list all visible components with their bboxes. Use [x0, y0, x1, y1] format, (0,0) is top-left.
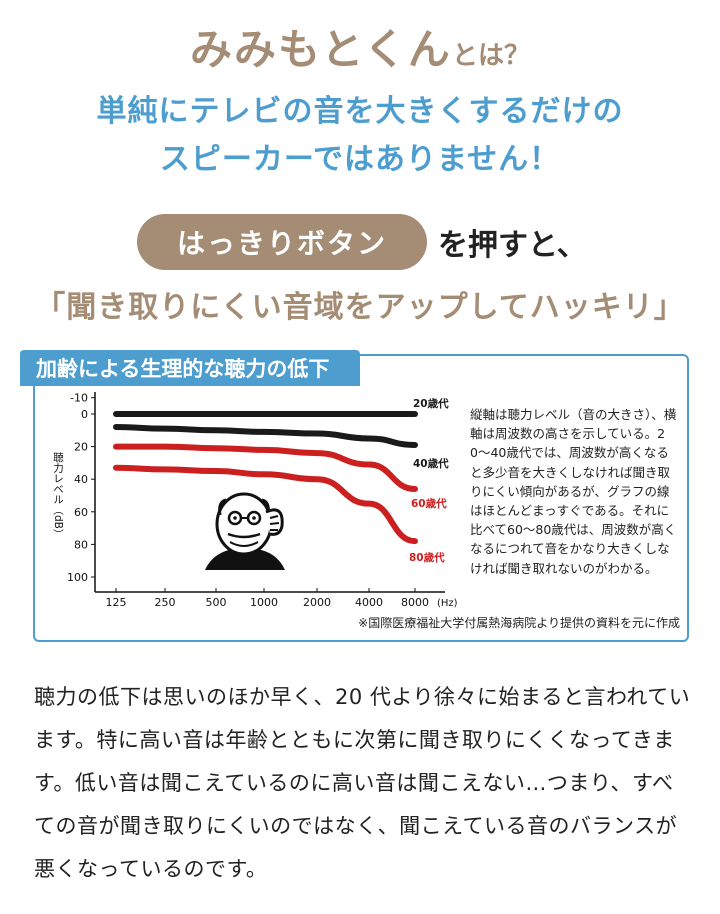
series-label: 40歳代 — [413, 457, 449, 470]
series-line-80歳代 — [113, 464, 418, 545]
tagline: 「聞き取りにくい音域をアップしてハッキリ」 — [35, 290, 685, 325]
chart-panel-title: 加齢による生理的な聴力の低下 — [20, 350, 360, 386]
body-paragraph: 聴力の低下は思いのほか早く、20 代より徐々に始まると言われています。特に高い音… — [34, 685, 691, 881]
x-tick-label: 250 — [155, 596, 176, 609]
page-title: みみもとくんとは？ — [0, 16, 720, 77]
x-tick-label: 1000 — [250, 596, 278, 609]
button-row: はっきりボタン を押すと、 — [0, 214, 720, 274]
series-line-60歳代 — [113, 443, 418, 492]
chart-note: 縦軸は聴力レベル（音の大きさ）、横軸は周波数の高さを示している。20〜40歳代で… — [470, 407, 677, 576]
button-row-suffix: を押すと、 — [438, 228, 587, 263]
series-label: 60歳代 — [411, 497, 447, 510]
elderly-man-cupping-ear-icon — [205, 492, 285, 570]
x-tick-label: 125 — [106, 596, 127, 609]
series-label: 20歳代 — [413, 397, 449, 410]
x-tick-label: 4000 — [355, 596, 383, 609]
y-tick-label: -10 — [70, 392, 88, 405]
x-tick-label: 8000 — [401, 596, 429, 609]
subtitle: 単純にテレビの音を大きくするだけの スピーカーではありません！ — [0, 88, 720, 184]
x-tick-label: 500 — [206, 596, 227, 609]
y-tick-label: 40 — [74, 473, 88, 486]
clear-button-pill: はっきりボタン — [137, 214, 427, 270]
x-unit-label: (Hz) — [437, 598, 458, 609]
product-name: みみもとくん — [190, 25, 452, 74]
series-label: 80歳代 — [409, 551, 445, 564]
series-line-40歳代 — [113, 424, 418, 448]
y-tick-label: 20 — [74, 441, 88, 454]
chart-panel — [33, 354, 689, 642]
subtitle-line-2: スピーカーではありません！ — [159, 142, 561, 177]
y-axis-label: 聴力レベル（dB） — [52, 452, 64, 539]
x-tick-label: 2000 — [303, 596, 331, 609]
y-tick-label: 80 — [74, 538, 88, 551]
y-tick-label: 0 — [81, 408, 88, 421]
subtitle-line-1: 単純にテレビの音を大きくするだけの — [96, 94, 624, 129]
y-tick-label: 60 — [74, 506, 88, 519]
y-tick-label: 100 — [67, 571, 88, 584]
chart-source: ※国際医療福祉大学付属熱海病院より提供の資料を元に作成 — [358, 616, 680, 630]
title-suffix: とは？ — [451, 41, 530, 71]
